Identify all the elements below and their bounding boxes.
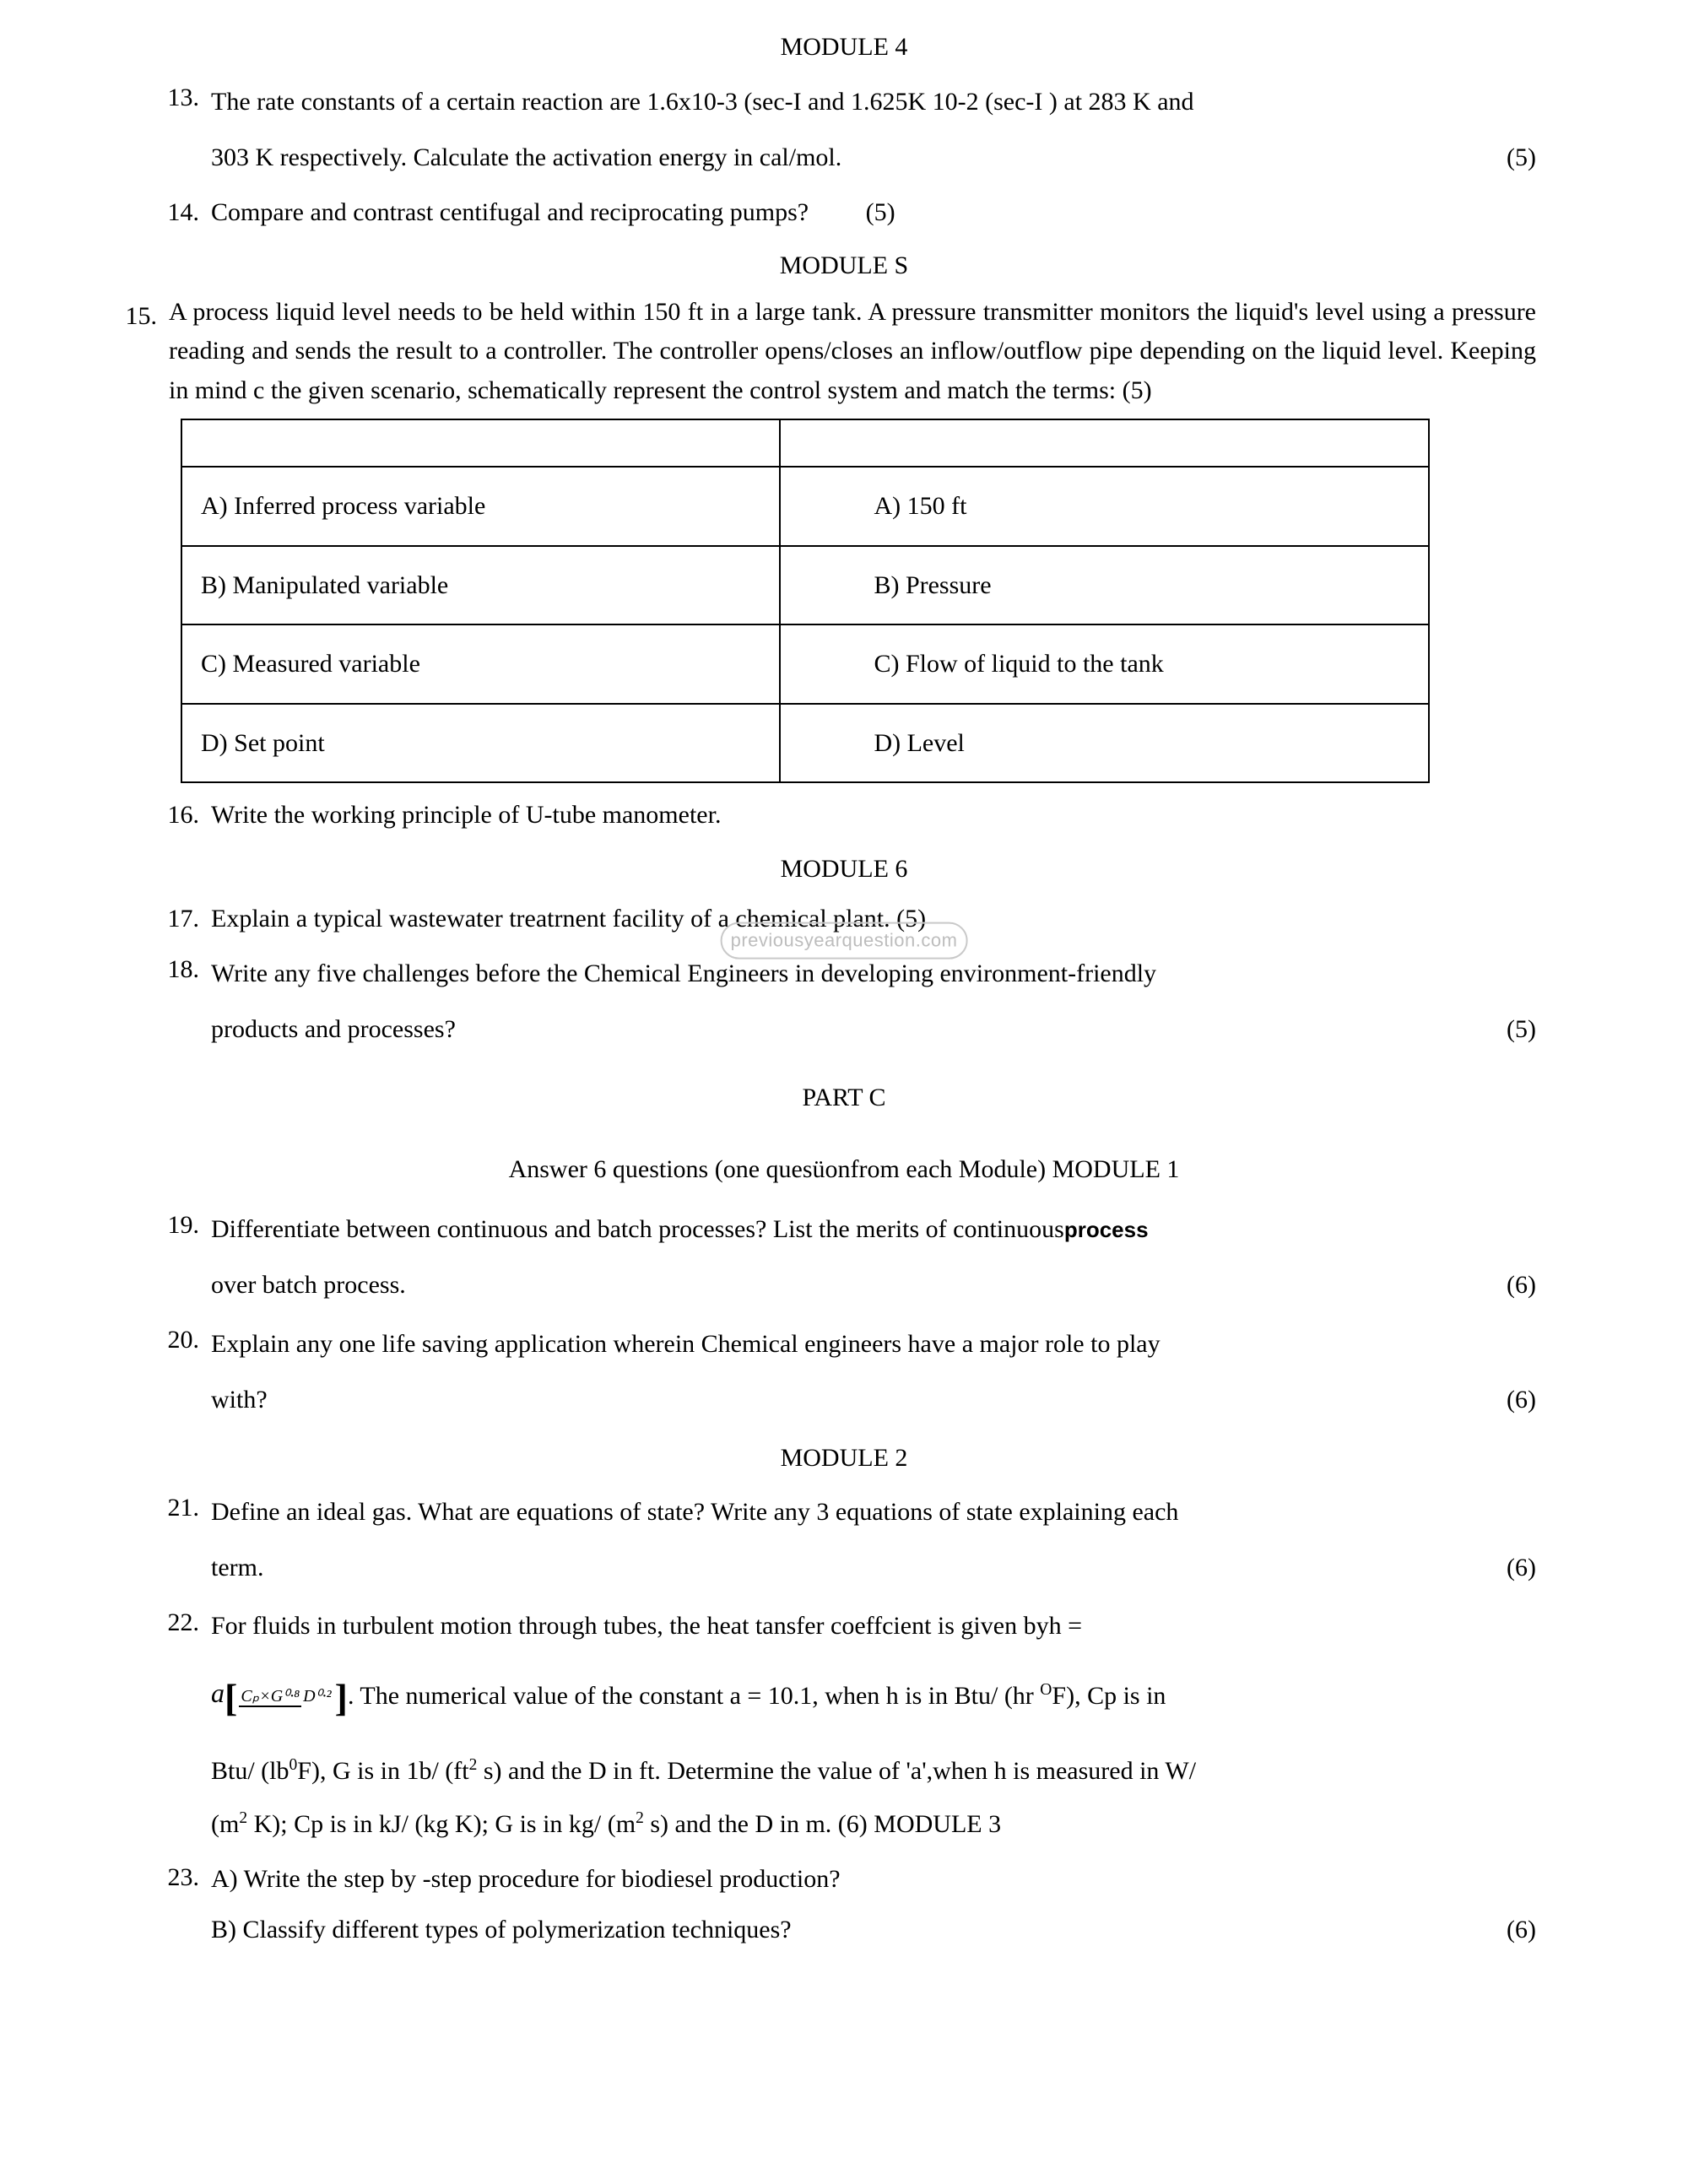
q18-line1: Write any five challenges before the Che… (211, 946, 1536, 1002)
table-r3c1: C) Measured variable (181, 624, 780, 704)
table-r4c2: D) Level (780, 704, 1429, 783)
table-r2c1: B) Manipulated variable (181, 546, 780, 625)
q22-line4c: s) and the D in m. (6) MODULE 3 (644, 1810, 1001, 1838)
table-r2c2: B) Pressure (780, 546, 1429, 625)
question-18: previousyearquestion.com 18. Write any f… (152, 946, 1536, 1057)
q22-line2b: F), Cp is in (1052, 1682, 1166, 1710)
q19-line2: over batch process. (211, 1271, 406, 1299)
q18-marks: (5) (1507, 1002, 1536, 1057)
q22-line3b: F), G is in 1b/ (ft (297, 1757, 468, 1785)
q19-line1a: Differentiate between continuous and bat… (211, 1215, 1064, 1243)
question-21: 21. Define an ideal gas. What are equati… (152, 1484, 1536, 1596)
module-6-heading: MODULE 6 (152, 846, 1536, 893)
q23-number: 23. (152, 1854, 211, 1901)
question-22: 22. For fluids in turbulent motion throu… (152, 1599, 1536, 1851)
q22-formula: a[Cₚ×G⁰·⁸D⁰·²] (211, 1657, 348, 1739)
question-16: 16. Write the working principle of U-tub… (152, 792, 1536, 839)
q20-number: 20. (152, 1316, 211, 1364)
q16-text: Write the working principle of U-tube ma… (211, 792, 1536, 839)
q22-number: 22. (152, 1599, 211, 1646)
table-r3c2: C) Flow of liquid to the tank (780, 624, 1429, 704)
q22-line1: For fluids in turbulent motion through t… (211, 1599, 1536, 1652)
question-14: 14. Compare and contrast centifugal and … (152, 189, 1536, 236)
question-23: 23. A) Write the step by -step procedure… (152, 1854, 1536, 1955)
q18-number: 18. (152, 946, 211, 993)
q22-line4b: K); Cp is in kJ/ (kg K); G is in kg/ (m (247, 1810, 636, 1838)
q21-line2: term. (211, 1554, 263, 1581)
table-r1c1: A) Inferred process variable (181, 467, 780, 546)
q21-marks: (6) (1507, 1540, 1536, 1596)
q14-marks: (5) (866, 198, 895, 226)
q14-text: Compare and contrast centifugal and reci… (211, 198, 809, 226)
question-15: 15. A process liquid level needs to be h… (110, 293, 1536, 411)
q19-process-bold: process (1064, 1217, 1149, 1242)
q23-marks: (6) (1507, 1905, 1536, 1955)
q13-line2: 303 K respectively. Calculate the activa… (211, 143, 841, 171)
table-r4c1: D) Set point (181, 704, 780, 783)
table-r1c2: A) 150 ft (780, 467, 1429, 546)
q22-line4a: (m (211, 1810, 239, 1838)
q19-marks: (6) (1507, 1257, 1536, 1313)
match-table: A) Inferred process variableA) 150 ft B)… (181, 419, 1430, 783)
q23-line-b: B) Classify different types of polymeriz… (211, 1916, 792, 1943)
q20-line2: with? (211, 1386, 268, 1414)
q13-number: 13. (152, 74, 211, 122)
q19-number: 19. (152, 1202, 211, 1249)
q22-line3c: s) and the D in ft. Determine the value … (477, 1757, 1196, 1785)
question-13: 13. The rate constants of a certain reac… (152, 74, 1536, 186)
q17-text: Explain a typical wastewater treatrnent … (211, 895, 1536, 943)
answer-instruction: Answer 6 questions (one quesüonfrom each… (152, 1146, 1536, 1193)
q23-line-a: A) Write the step by -step procedure for… (211, 1854, 1536, 1905)
q22-line3a: Btu/ (lb (211, 1757, 289, 1785)
q16-number: 16. (152, 792, 211, 839)
part-c-heading: PART C (152, 1074, 1536, 1122)
q21-number: 21. (152, 1484, 211, 1532)
module-2-heading: MODULE 2 (152, 1435, 1536, 1482)
module-s-heading: MODULE S (152, 242, 1536, 289)
q17-number: 17. (152, 895, 211, 943)
q20-marks: (6) (1507, 1372, 1536, 1428)
q22-line2a: . The numerical value of the constant a … (348, 1682, 1040, 1710)
module-4-heading: MODULE 4 (152, 24, 1536, 71)
question-19: 19. Differentiate between continuous and… (152, 1202, 1536, 1313)
q13-marks: (5) (1507, 130, 1536, 186)
q13-line1: The rate constants of a certain reaction… (211, 74, 1536, 130)
question-17: 17. Explain a typical wastewater treatrn… (152, 895, 1536, 943)
q21-line1: Define an ideal gas. What are equations … (211, 1484, 1536, 1540)
q14-number: 14. (152, 189, 211, 236)
q20-line1: Explain any one life saving application … (211, 1316, 1536, 1372)
question-20: 20. Explain any one life saving applicat… (152, 1316, 1536, 1428)
q15-number: 15. (110, 293, 169, 340)
q18-line2: products and processes? (211, 1015, 456, 1043)
q15-text: A process liquid level needs to be held … (169, 293, 1536, 411)
